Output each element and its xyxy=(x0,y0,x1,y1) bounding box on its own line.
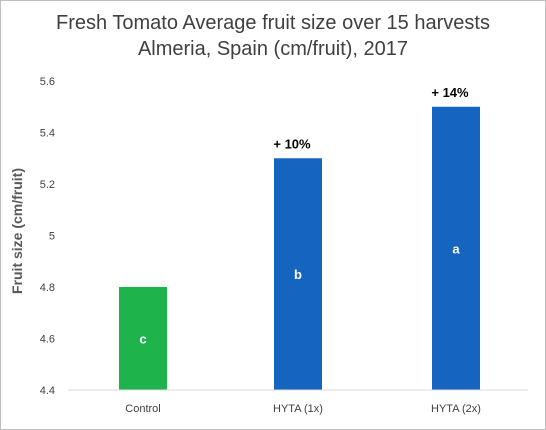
bar-letter-label: c xyxy=(139,332,146,347)
y-tick-label: 5.6 xyxy=(40,76,55,88)
y-tick-label: 4.4 xyxy=(40,385,55,397)
percent-annotation: + 10% xyxy=(273,136,311,151)
y-axis-label: Fruit size (cm/fruit) xyxy=(9,168,25,294)
percent-annotation: + 14% xyxy=(431,85,469,100)
y-tick-label: 4.8 xyxy=(40,282,55,294)
x-category-label: HYTA (1x) xyxy=(273,403,323,415)
y-tick-label: 5.4 xyxy=(40,128,55,140)
y-axis-ticks: 4.4 4.6 4.8 5 5.2 5.4 5.6 xyxy=(40,76,55,397)
x-category-label: HYTA (2x) xyxy=(431,403,481,415)
bar xyxy=(432,106,480,390)
bar xyxy=(274,158,322,390)
bar-letter-label: b xyxy=(294,267,302,282)
y-tick-label: 4.6 xyxy=(40,334,55,346)
bar xyxy=(119,287,167,390)
chart-title: Fresh Tomato Average fruit size over 15 … xyxy=(56,12,490,34)
x-category-label: Control xyxy=(125,403,160,415)
y-tick-label: 5.2 xyxy=(40,179,55,191)
bar-letter-label: a xyxy=(452,241,460,256)
y-tick-label: 5 xyxy=(49,231,55,243)
x-axis-categories: Control HYTA (1x) HYTA (2x) xyxy=(125,403,481,415)
chart-subtitle: Almeria, Spain (cm/fruit), 2017 xyxy=(137,38,409,60)
bars xyxy=(119,106,480,390)
bar-labels: c b + 10% a + 14% xyxy=(139,85,469,347)
